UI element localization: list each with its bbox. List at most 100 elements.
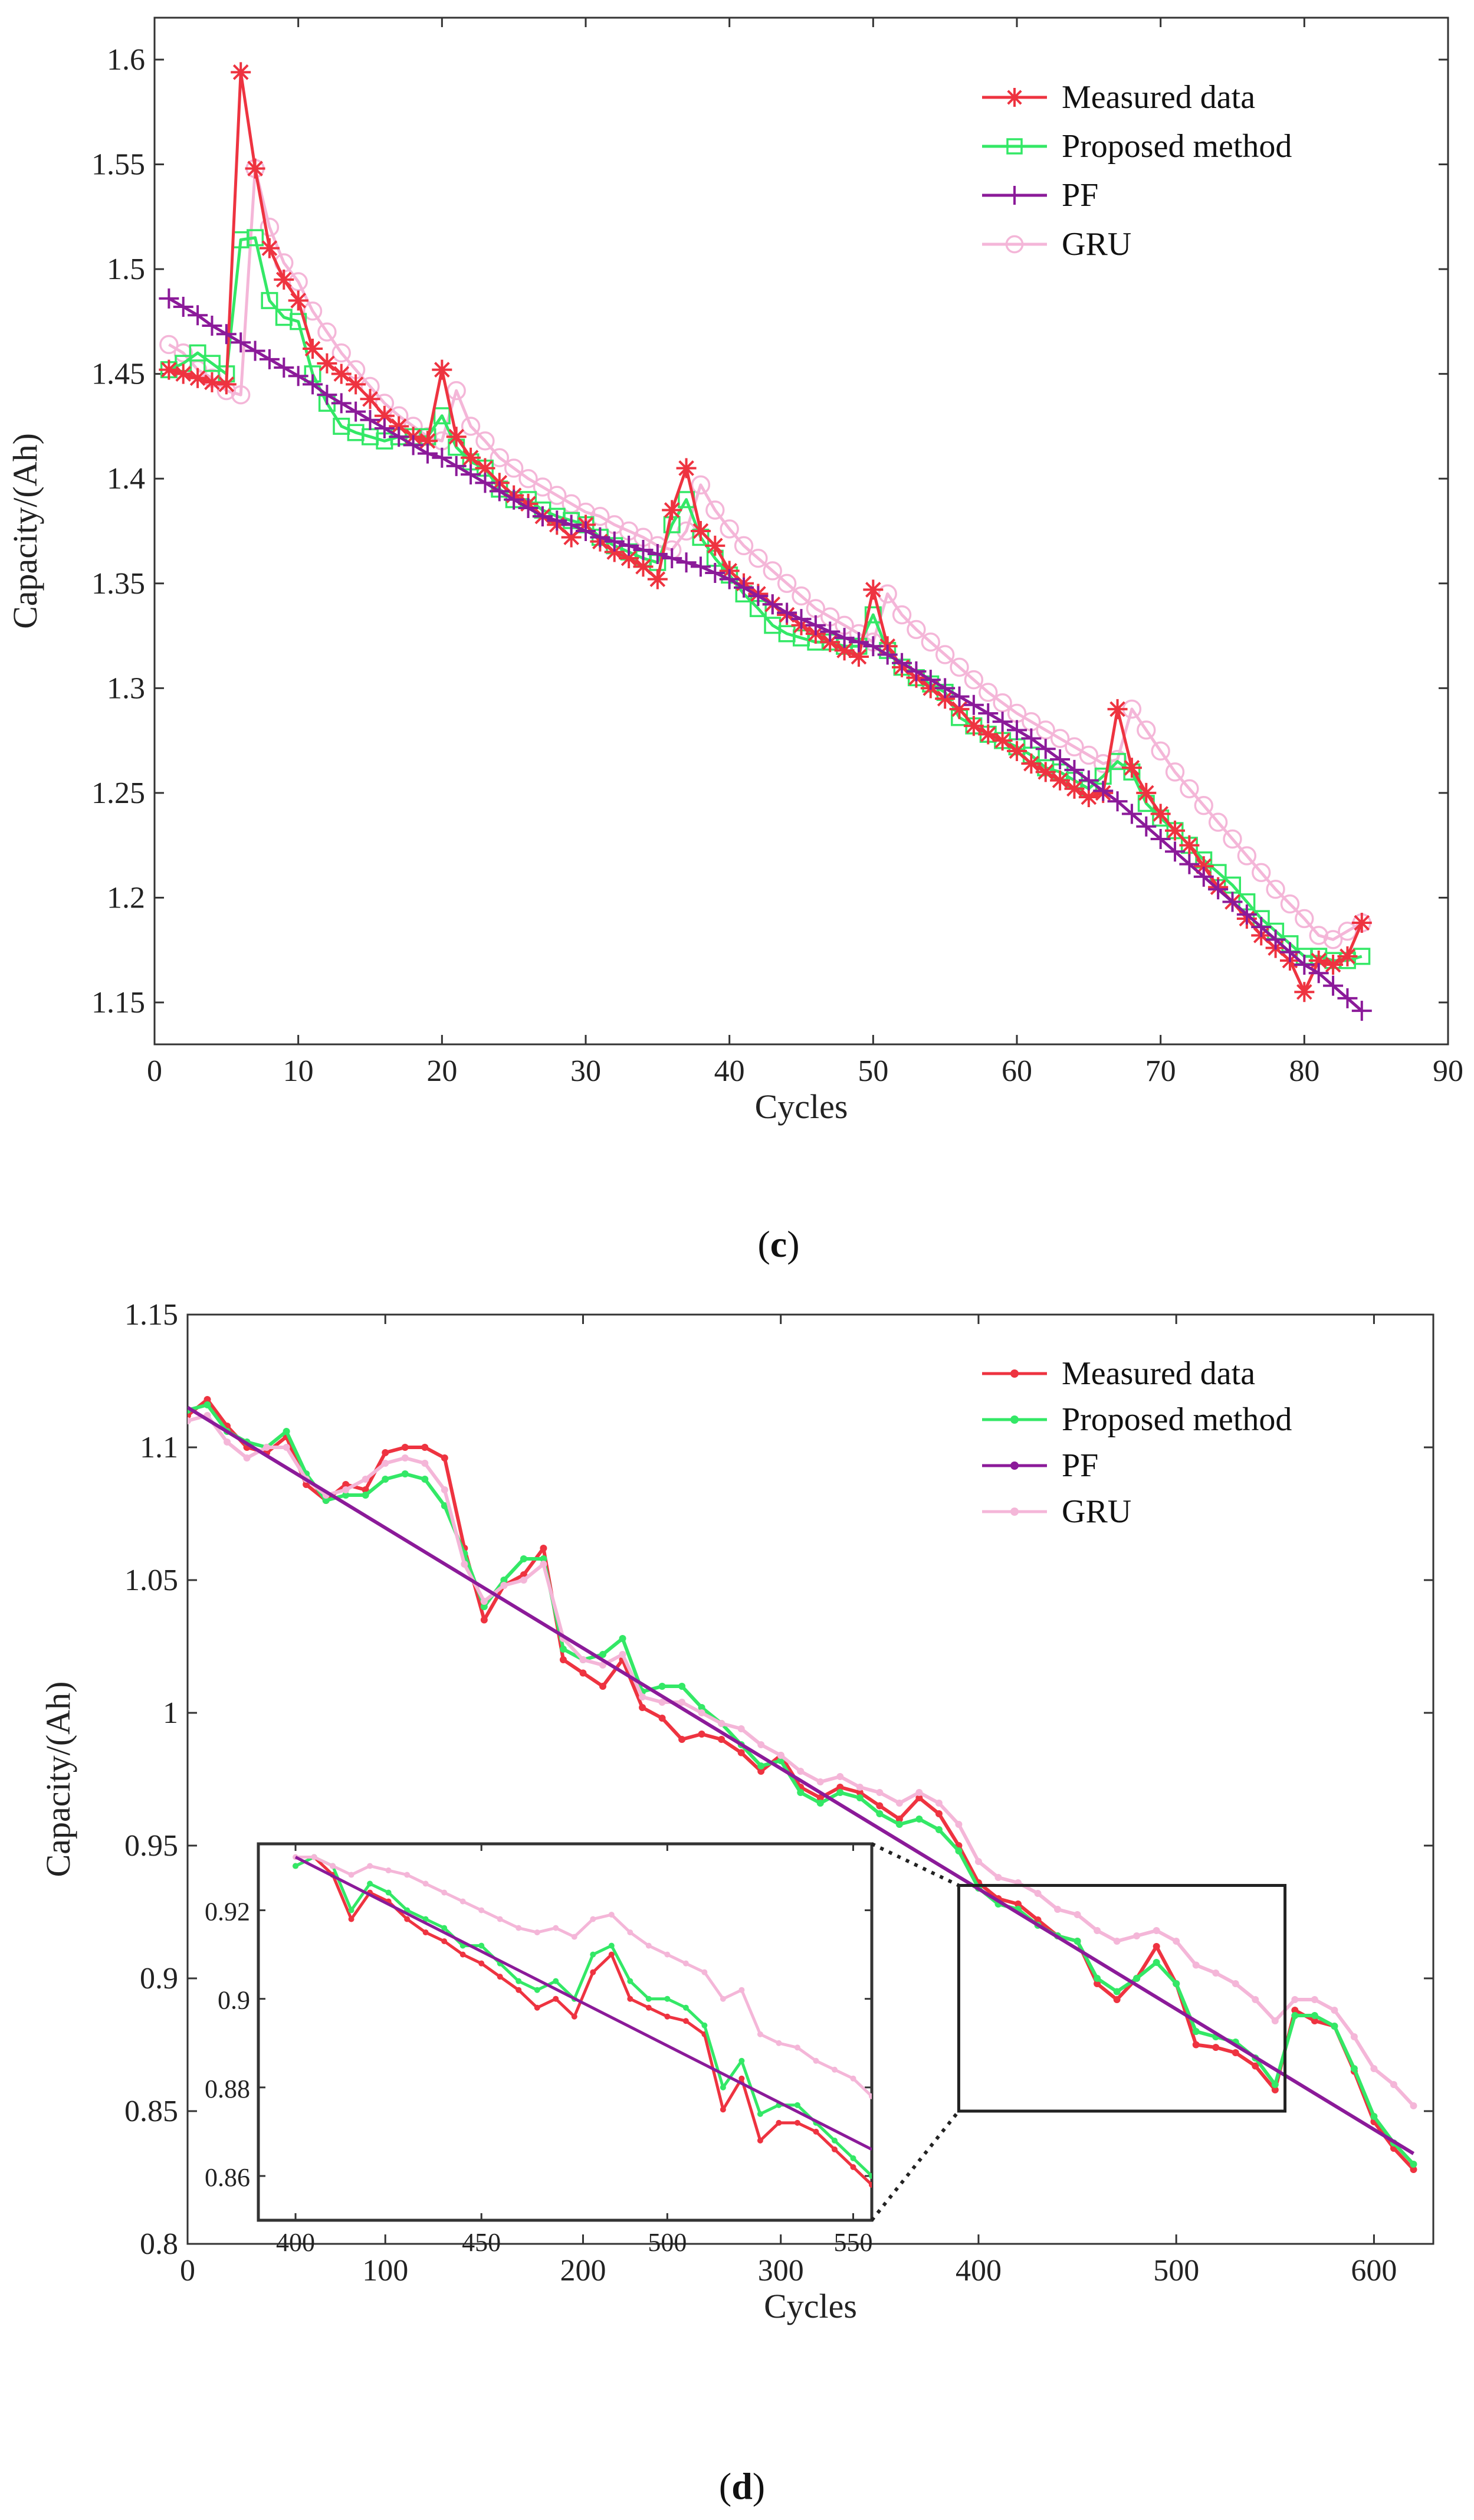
chart-d-point-gru [1311, 1996, 1318, 2003]
chart-d-point-measured-data [1212, 2044, 1220, 2051]
chart-c-legend-marker-proposed-method [1006, 138, 1023, 155]
chart-d-point-measured-data [895, 1816, 903, 1823]
chart-d-inset-line-proposed-method [294, 1856, 872, 2177]
chart-d-point-gru [480, 1598, 488, 1605]
chart-d-inset-point-measured-data [831, 2146, 838, 2152]
chart-d-inset-point-gru [664, 1951, 671, 1958]
chart-d-legend-marker-proposed-method [1010, 1415, 1019, 1424]
chart-d-point-gru [718, 1720, 725, 1727]
chart-c-point-gru [173, 343, 193, 363]
chart-c-point-pf [303, 374, 323, 395]
chart-c-point-pf [834, 628, 855, 648]
chart-d-inset-series-proposed-method [293, 1854, 872, 2179]
chart-d-inset-point-gru [367, 1863, 373, 1869]
chart-c-point-pf [1021, 728, 1042, 749]
chart-d-inset-point-measured-data [645, 2004, 652, 2011]
chart-d-point-proposed-method [540, 1555, 547, 1562]
chart-d-point-proposed-method [1410, 2161, 1417, 2168]
chart-c-point-measured-data [360, 389, 380, 409]
chart-c-point-measured-data [1136, 782, 1157, 803]
chart-c-point-gru [490, 448, 509, 467]
chart-d-inset-point-gru [404, 1872, 411, 1878]
chart-c-point-pf [1078, 770, 1099, 791]
chart-c-point-gru [734, 536, 754, 556]
chart-c-point-measured-data [834, 640, 855, 661]
chart-d-point-measured-data [1232, 2049, 1239, 2056]
chart-c-point-measured-data [1121, 758, 1142, 778]
chart-d-inset-point-gru [348, 1872, 354, 1878]
chart-d-inset-line-gru [296, 1856, 872, 2098]
chart-d-point-proposed-method [856, 1794, 864, 1801]
chart-d-inset-point-proposed-method [293, 1863, 299, 1869]
chart-d-point-gru [1173, 1938, 1180, 1945]
chart-c-point-measured-data [446, 427, 467, 447]
chart-c-point-gru [1223, 829, 1242, 849]
chart-c-point-pf [518, 497, 539, 518]
chart-c-point-pf [949, 686, 970, 707]
chart-c-point-gru [720, 519, 739, 539]
chart-d-point-proposed-method [520, 1555, 527, 1562]
chart-c-point-pf [231, 332, 251, 353]
chart-d-inset-point-proposed-method [664, 1995, 671, 2002]
chart-d-y-axis-label: Capacity/(Ah) [39, 1682, 77, 1877]
chart-c-point-pf [561, 515, 582, 535]
chart-c-point-pf [690, 556, 711, 577]
chart-d-point-gru [935, 1800, 943, 1807]
chart-d-y-tick-label: 0.8 [140, 2227, 178, 2261]
chart-d-point-gru [1212, 1970, 1220, 1977]
chart-c-point-measured-data [475, 458, 495, 479]
chart-d-point-proposed-method [876, 1810, 884, 1817]
chart-c-point-measured-data [705, 535, 725, 556]
chart-c-point-measured-data [647, 569, 668, 589]
chart-d-point-measured-data [816, 1794, 824, 1801]
chart-c-point-proposed-method [433, 407, 451, 425]
chart-c-point-gru [921, 633, 941, 652]
chart-c-point-measured-data [690, 521, 711, 541]
chart-c-point-pf [762, 594, 783, 615]
chart-d-inset-point-gru [534, 1929, 540, 1936]
chart-d-point-measured-data [1252, 2062, 1259, 2070]
chart-d-inset-point-gru [627, 1929, 633, 1936]
chart-c-x-tick-label: 90 [1433, 1054, 1463, 1088]
chart-c-point-gru [1252, 863, 1271, 883]
chart-d-inset-x-tick-label: 450 [462, 2228, 501, 2257]
chart-c-legend-label-gru: GRU [1062, 226, 1131, 263]
chart-c-point-pf [777, 602, 797, 623]
chart-c-point-gru [964, 670, 984, 690]
chart-d-point-proposed-method [955, 1847, 963, 1854]
chart-d-point-gru [1252, 1996, 1259, 2003]
chart-d-inset-point-measured-data [813, 2128, 819, 2135]
chart-d-point-proposed-method [1311, 2012, 1318, 2019]
chart-c-y-tick-label: 1.4 [107, 462, 145, 496]
chart-c-point-gru [518, 469, 538, 489]
chart-c-point-pf [374, 418, 395, 438]
chart-d-series-pf [188, 1405, 1415, 2155]
chart-d-point-measured-data [1094, 1980, 1101, 1987]
chart-c-point-gru [1237, 846, 1257, 866]
chart-c-y-tick-label: 1.45 [91, 358, 145, 391]
chart-c-x-tick-label: 60 [1002, 1054, 1032, 1088]
panel-letter-c: c [770, 1223, 787, 1265]
chart-d-inset-point-proposed-method [422, 1916, 429, 1922]
chart-c-legend: Measured data Proposed method PF GRU [982, 79, 1292, 263]
chart-d-point-proposed-method [283, 1428, 290, 1435]
chart-c-point-pf [1351, 1001, 1372, 1021]
chart-c-point-pf [920, 670, 941, 690]
chart-d-inset-point-measured-data [757, 2137, 763, 2144]
chart-d-point-measured-data [1311, 2017, 1318, 2024]
chart-c-point-pf [288, 366, 308, 386]
chart-d-inset-point-measured-data [720, 2106, 726, 2113]
chart-d-inset-point-measured-data [608, 1951, 615, 1958]
chart-d-point-gru [461, 1561, 468, 1568]
chart-c-point-measured-data [1078, 787, 1099, 807]
chart-d-point-measured-data [836, 1784, 844, 1791]
chart-d-point-proposed-method [1350, 2065, 1358, 2072]
chart-c-point-measured-data [417, 431, 438, 451]
chart-d-point-gru [955, 1821, 963, 1828]
chart-d-inset-point-proposed-method [534, 1987, 540, 1993]
chart-c-point-pf [1121, 804, 1142, 824]
chart-c-point-gru [792, 586, 811, 606]
chart-c-point-pf [1337, 988, 1358, 1008]
chart-d-x-tick-label: 400 [956, 2254, 1002, 2288]
chart-d-inset-point-gru [516, 1925, 522, 1931]
